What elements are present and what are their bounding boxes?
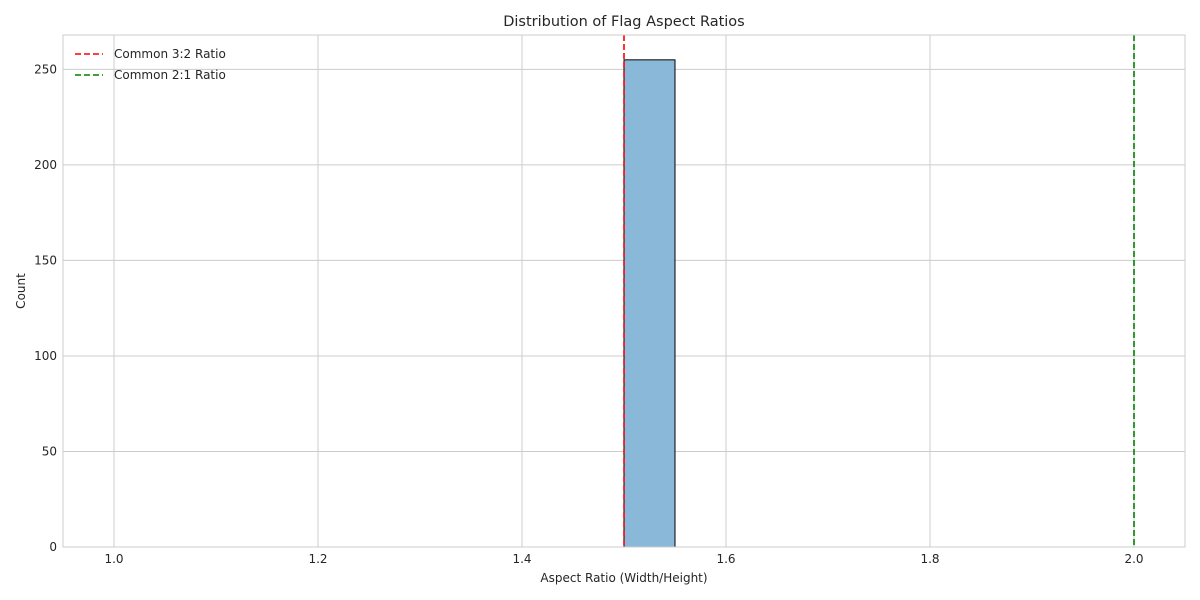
y-tick-label: 150 — [34, 253, 57, 267]
chart-title: Distribution of Flag Aspect Ratios — [503, 14, 745, 30]
y-tick-label: 0 — [49, 540, 57, 554]
x-tick-label: 1.6 — [716, 552, 735, 566]
legend: Common 3:2 Ratio Common 2:1 Ratio — [75, 47, 226, 82]
legend-label: Common 3:2 Ratio — [114, 47, 226, 61]
x-tick-label: 1.4 — [512, 552, 531, 566]
x-tick-label: 1.0 — [104, 552, 123, 566]
x-axis-label: Aspect Ratio (Width/Height) — [540, 571, 707, 585]
bars — [623, 59, 676, 548]
legend-label: Common 2:1 Ratio — [114, 68, 226, 82]
y-axis-label: Count — [14, 273, 28, 309]
y-tick-label: 200 — [34, 158, 57, 172]
y-tick-label: 50 — [42, 444, 57, 458]
plot-frame — [62, 34, 1186, 548]
y-tick-labels: 0 50 100 150 200 250 — [34, 62, 57, 554]
y-tick-label: 250 — [34, 62, 57, 76]
x-tick-label: 1.8 — [920, 552, 939, 566]
x-tick-label: 1.2 — [308, 552, 327, 566]
x-tick-labels: 1.0 1.2 1.4 1.6 1.8 2.0 — [104, 552, 1143, 566]
y-tick-label: 100 — [34, 349, 57, 363]
histogram-bar — [623, 59, 676, 548]
x-tick-label: 2.0 — [1124, 552, 1143, 566]
reference-lines — [623, 35, 1135, 547]
